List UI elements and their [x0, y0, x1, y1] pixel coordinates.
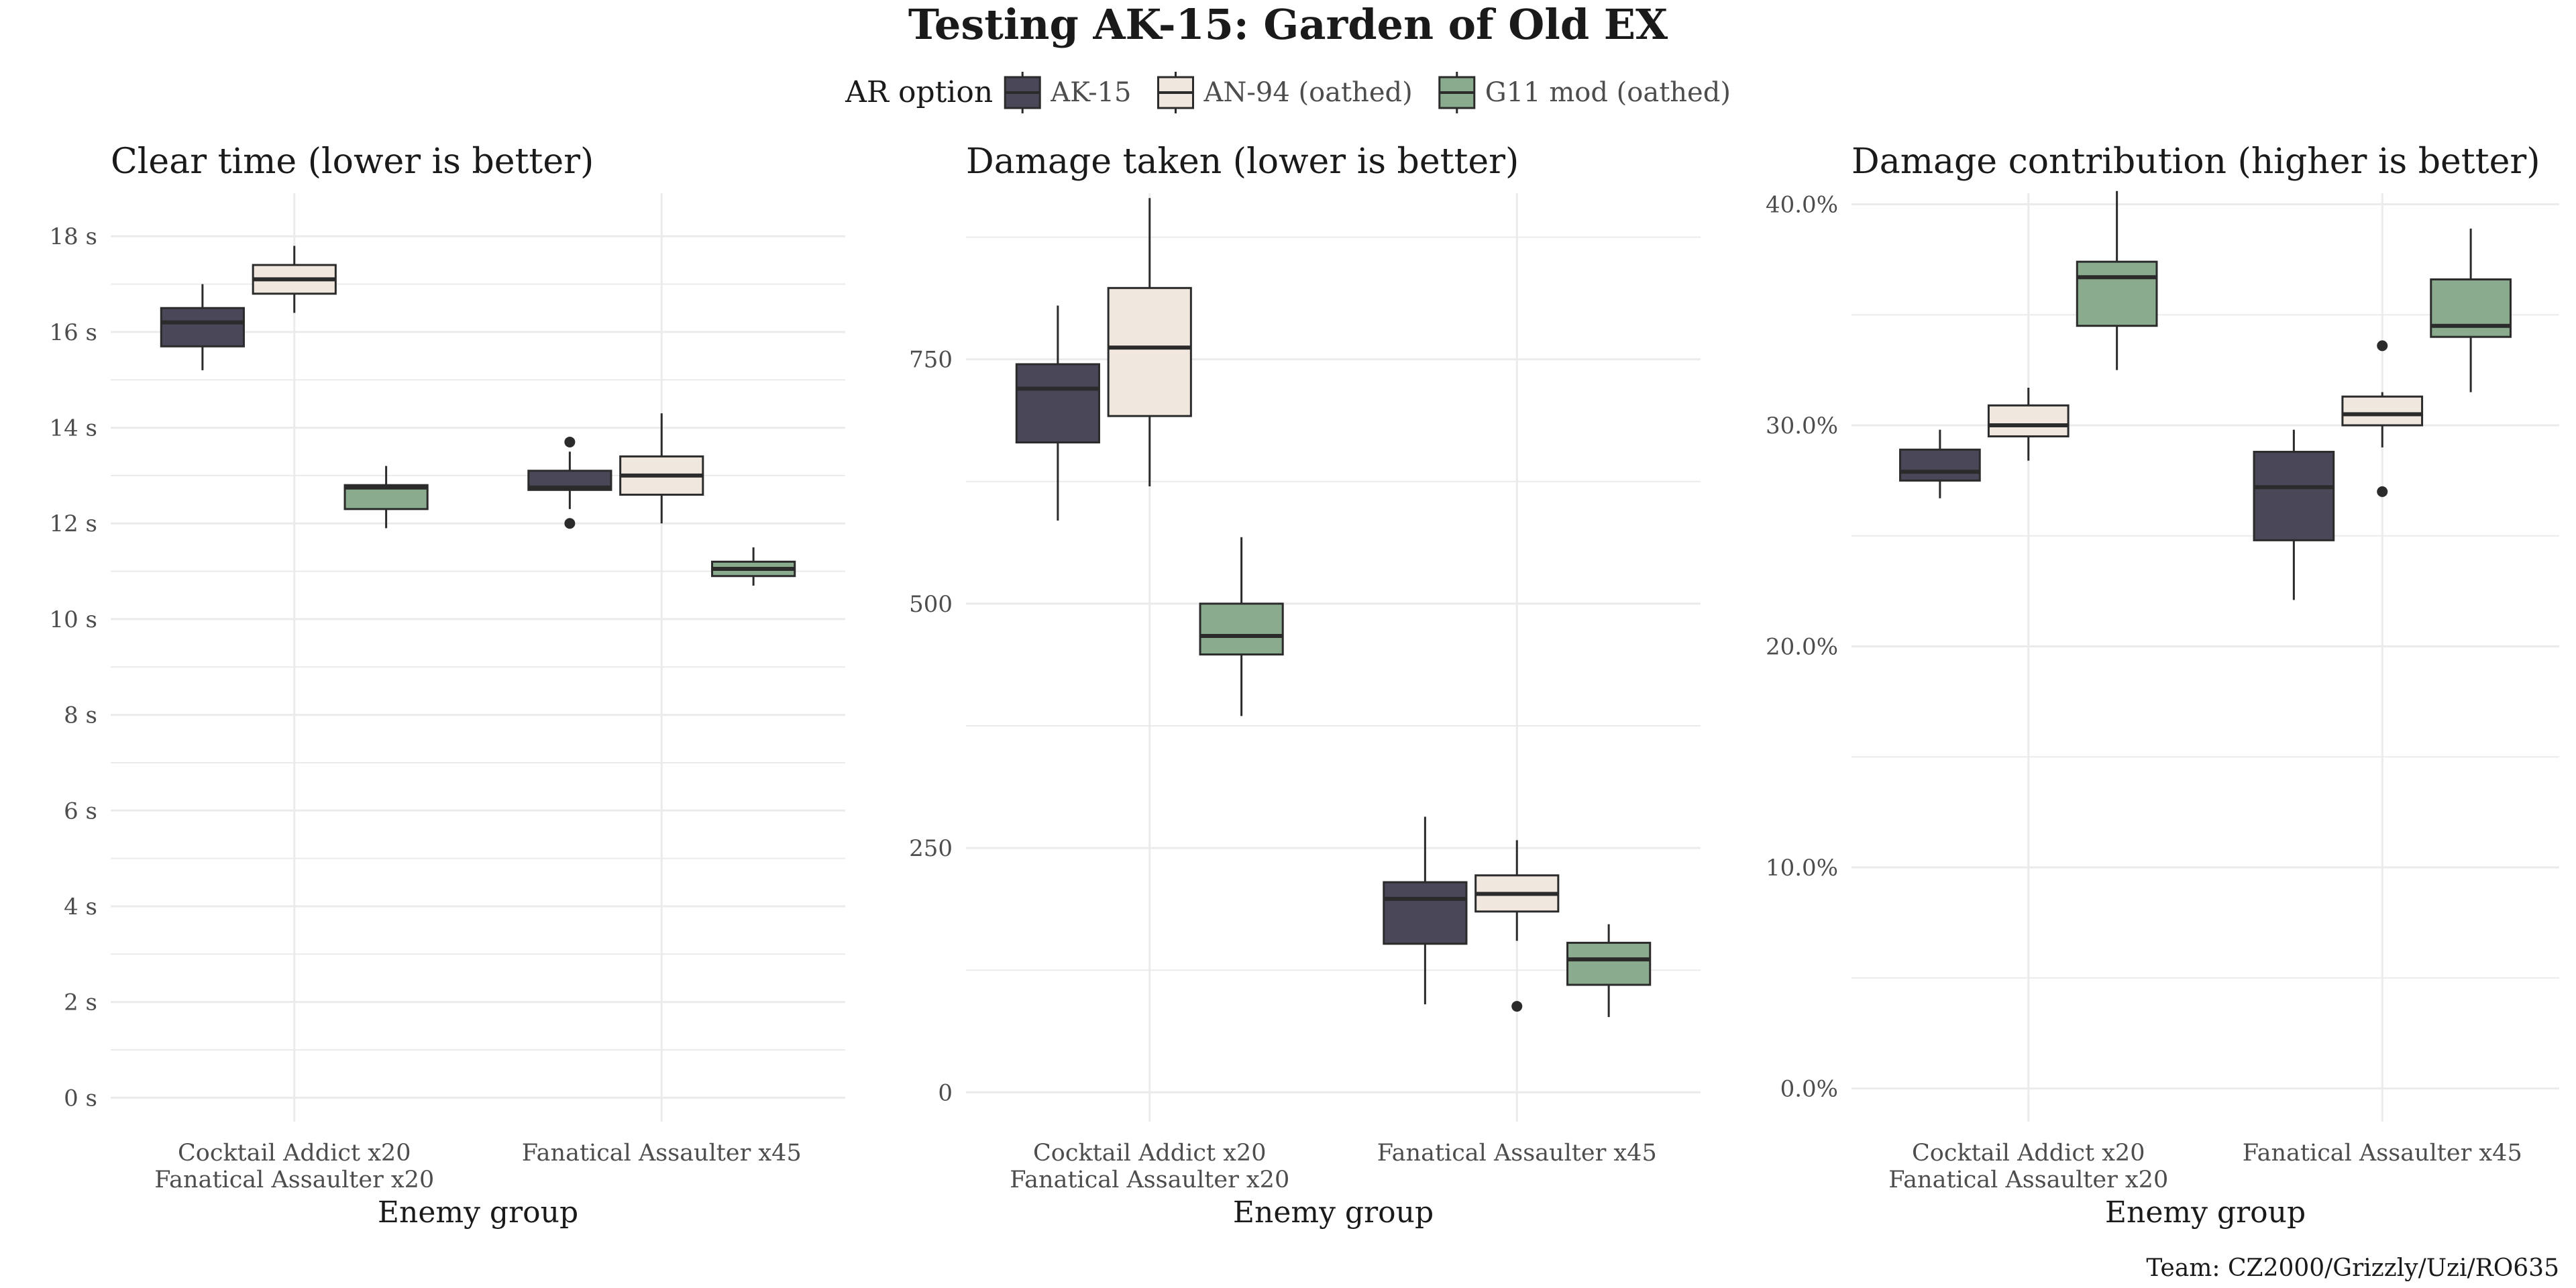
- panel-title: Damage contribution (higher is better): [1851, 142, 2540, 182]
- outlier-point: [564, 518, 576, 529]
- chart-panels: 0 s 2 s 4 s 6 s 8 s 10 s 12 s 14 s 16 s 18 s Cockt…: [49, 142, 2559, 1230]
- legend-label: AN-94 (oathed): [1203, 77, 1412, 108]
- legend-label: G11 mod (oathed): [1485, 77, 1731, 108]
- outlier-point: [1511, 1001, 1523, 1012]
- x-tick-label: Fanatical Assaulter x20: [1888, 1167, 2168, 1193]
- box-rect: [2076, 260, 2158, 327]
- x-tick-label: Fanatical Assaulter x45: [2243, 1140, 2522, 1167]
- x-axis-title: Enemy group: [378, 1195, 578, 1230]
- box-rect: [1899, 448, 1981, 482]
- boxplot-item: [1899, 429, 1981, 498]
- y-tick-label: 14 s: [49, 415, 97, 442]
- y-tick-label: 0 s: [64, 1085, 97, 1112]
- legend-title: AR option: [845, 75, 993, 109]
- box-rect: [1383, 881, 1468, 945]
- box-rect: [1566, 941, 1652, 986]
- boxplot-item: [252, 246, 337, 313]
- y-tick-label: 0: [938, 1079, 953, 1106]
- y-tick-label: 4 s: [64, 894, 97, 920]
- y-tick-label: 2 s: [64, 989, 97, 1016]
- x-tick-label: Cocktail Addict x20: [1912, 1140, 2145, 1167]
- boxplot-item: [1199, 537, 1284, 716]
- chart-panel: 0.0% 10.0% 20.0% 30.0% 40.0% Cocktail Addict …: [1766, 142, 2559, 1230]
- boxplot-item: [1107, 198, 1192, 487]
- panel-title: Clear time (lower is better): [111, 142, 594, 182]
- boxplot-item: [1474, 840, 1560, 1012]
- y-tick-label: 6 s: [64, 798, 97, 824]
- x-tick-label: Fanatical Assaulter x45: [1377, 1140, 1657, 1167]
- box-rect: [160, 307, 245, 347]
- y-tick-label: 750: [909, 347, 953, 374]
- box-rect: [2253, 451, 2335, 541]
- boxplot-item: [1987, 387, 2070, 461]
- boxplot-item: [619, 413, 704, 524]
- boxplot-item: [160, 284, 245, 370]
- legend-key: [1438, 72, 1476, 113]
- legend-key: [1157, 72, 1194, 113]
- box-rect: [2341, 395, 2424, 427]
- boxplot-item: [1015, 305, 1100, 521]
- box-rect: [1987, 404, 2070, 437]
- y-tick-label: 20.0%: [1766, 634, 1838, 661]
- y-tick-label: 500: [909, 591, 953, 618]
- x-tick-label: Cocktail Addict x20: [178, 1140, 411, 1167]
- x-tick-label: Fanatical Assaulter x20: [1010, 1167, 1289, 1193]
- y-tick-label: 10.0%: [1766, 855, 1838, 881]
- y-tick-label: 10 s: [49, 606, 97, 633]
- boxplot-item: [2430, 228, 2512, 392]
- box-rect: [1015, 363, 1100, 443]
- legend-label: AK-15: [1050, 77, 1131, 108]
- outlier-point: [2377, 486, 2388, 497]
- y-tick-label: 12 s: [49, 511, 97, 537]
- boxplot-item: [711, 547, 796, 586]
- boxplot-item: [1383, 816, 1468, 1005]
- figure-title: Testing AK-15: Garden of Old EX: [908, 0, 1668, 49]
- boxplot-item: [1566, 924, 1652, 1018]
- chart-panel: 0 s 2 s 4 s 6 s 8 s 10 s 12 s 14 s 16 s 18 s Cockt…: [49, 142, 845, 1230]
- boxplot-item: [2253, 429, 2335, 600]
- boxplot-item: [2341, 340, 2424, 497]
- y-tick-label: 16 s: [49, 319, 97, 346]
- y-tick-label: 40.0%: [1766, 191, 1838, 218]
- x-tick-label: Cocktail Addict x20: [1033, 1140, 1266, 1167]
- box-rect: [2430, 278, 2512, 338]
- boxplot-item: [343, 466, 429, 529]
- box-rect: [1107, 286, 1192, 417]
- boxplot-item: [527, 436, 612, 529]
- figure-caption: Team: CZ2000/Grizzly/Uzi/RO635: [2146, 1254, 2559, 1282]
- y-tick-label: 30.0%: [1766, 413, 1838, 439]
- outlier-point: [564, 436, 576, 447]
- y-tick-label: 250: [909, 835, 953, 862]
- y-tick-label: 8 s: [64, 702, 97, 729]
- box-rect: [1199, 602, 1284, 656]
- x-axis-title: Enemy group: [2105, 1195, 2306, 1230]
- legend-key: [1004, 72, 1041, 113]
- panel-title: Damage taken (lower is better): [966, 142, 1519, 182]
- x-tick-label: Fanatical Assaulter x45: [522, 1140, 802, 1167]
- y-tick-label: 18 s: [49, 223, 97, 250]
- x-tick-label: Fanatical Assaulter x20: [154, 1167, 434, 1193]
- outlier-point: [2377, 340, 2388, 352]
- x-axis-title: Enemy group: [1233, 1195, 1434, 1230]
- legend: AR option AK-15 AN-94 (oathed) G11 mod (oat…: [845, 72, 1731, 113]
- y-tick-label: 0.0%: [1780, 1076, 1838, 1103]
- boxplot-item: [2076, 191, 2158, 370]
